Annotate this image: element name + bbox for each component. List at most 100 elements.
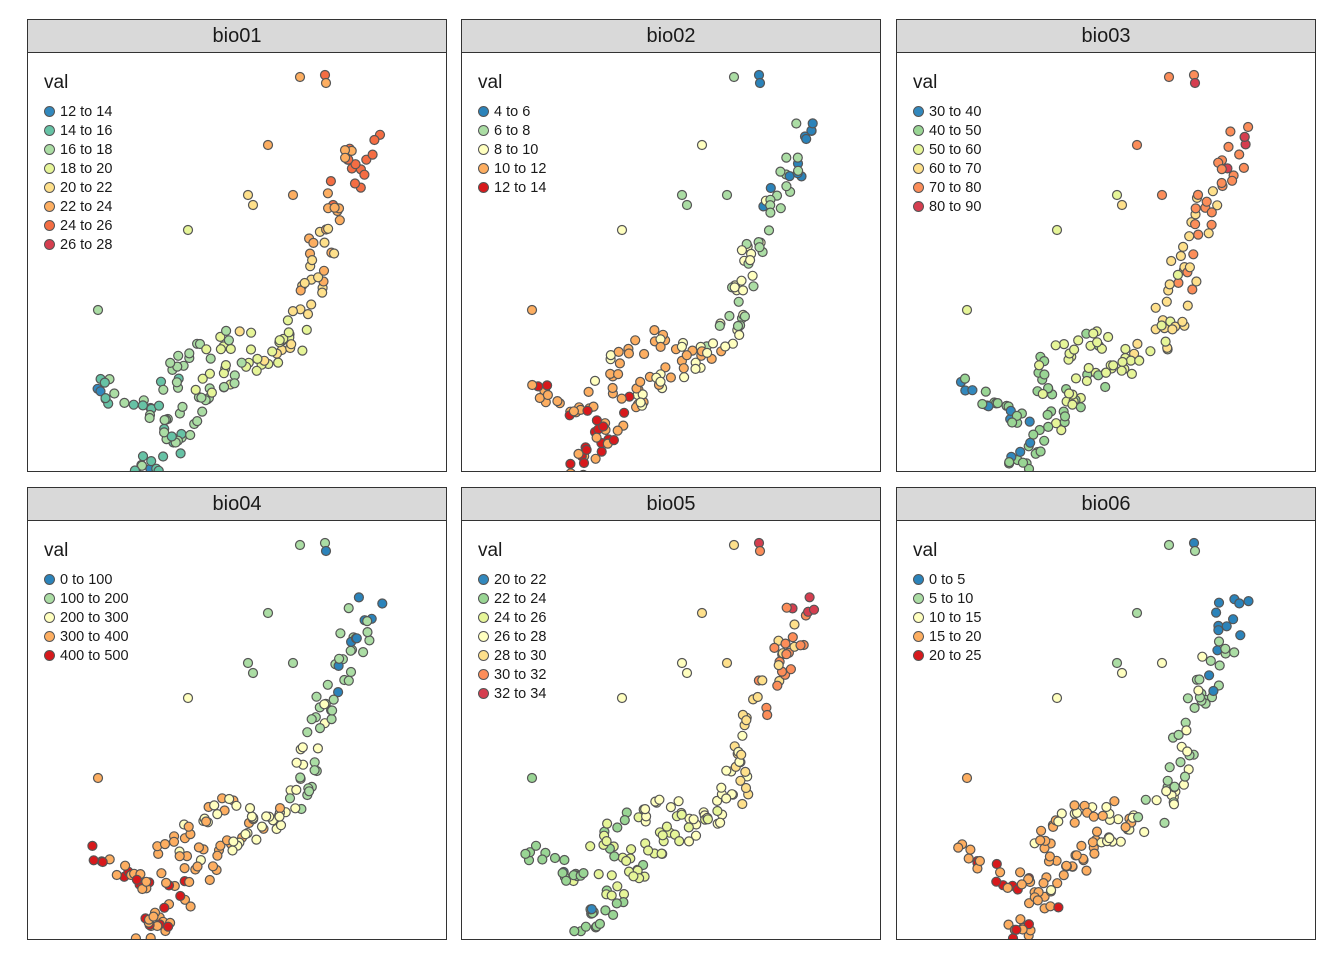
legend-swatch xyxy=(44,144,55,155)
map-point xyxy=(619,407,630,418)
map-point xyxy=(720,341,731,352)
map-point xyxy=(963,853,974,864)
legend-title: val xyxy=(913,540,938,561)
legend-label: 0 to 5 xyxy=(929,571,966,588)
map-point xyxy=(1181,725,1192,736)
legend-label: 24 to 26 xyxy=(60,217,113,234)
map-point xyxy=(1050,340,1061,351)
legend-label: 15 to 20 xyxy=(929,628,982,645)
map-point xyxy=(109,388,120,399)
map-point xyxy=(1150,302,1161,313)
legend-swatch xyxy=(913,650,924,661)
map-point xyxy=(591,415,602,426)
map-point xyxy=(128,399,139,410)
map-point xyxy=(145,932,156,939)
map-point xyxy=(165,357,176,368)
map-point xyxy=(1039,369,1050,380)
map-point xyxy=(594,918,605,929)
map-point xyxy=(1190,203,1201,214)
map-point xyxy=(1189,545,1201,557)
map-point xyxy=(246,811,257,822)
legend-item: 0 to 5 xyxy=(913,570,981,589)
map-point xyxy=(676,657,688,669)
map-point xyxy=(673,796,684,807)
map-point xyxy=(306,714,317,725)
legend-swatch xyxy=(44,201,55,212)
map-point xyxy=(807,118,818,129)
map-point xyxy=(676,809,687,820)
legend-swatch xyxy=(478,182,489,193)
legend-swatch xyxy=(913,593,924,604)
legend-item: 30 to 32 xyxy=(478,665,546,684)
legend-label: 24 to 26 xyxy=(494,609,547,626)
panel-bio05: bio05 val 20 to 22 22 to 24 24 to 26 26 to … xyxy=(461,487,881,940)
map-point xyxy=(977,398,988,410)
map-point xyxy=(623,348,634,359)
map-point xyxy=(171,377,182,388)
map-point xyxy=(1117,356,1128,368)
legend-item: 32 to 34 xyxy=(478,684,546,703)
map-point xyxy=(781,602,792,613)
map-point xyxy=(1238,162,1249,174)
map-point xyxy=(773,660,784,671)
map-point xyxy=(527,379,538,391)
legend-label: 20 to 22 xyxy=(60,179,113,196)
map-point xyxy=(729,282,740,293)
map-point xyxy=(775,166,786,177)
map-point xyxy=(177,401,188,412)
map-point xyxy=(586,904,597,915)
map-point xyxy=(1164,279,1175,290)
map-point xyxy=(319,237,330,248)
legend-item: 12 to 14 xyxy=(478,178,546,197)
map-point xyxy=(314,723,326,734)
map-point xyxy=(581,444,592,455)
map-point xyxy=(153,465,164,471)
map-point xyxy=(299,277,310,289)
map-point xyxy=(1070,373,1082,384)
map-point xyxy=(1184,231,1195,242)
map-point xyxy=(657,830,668,841)
map-point xyxy=(1088,811,1099,822)
map-point xyxy=(569,926,580,937)
map-point xyxy=(580,921,592,932)
legend-title: val xyxy=(478,540,503,561)
map-point xyxy=(1069,817,1080,828)
map-point xyxy=(1039,435,1050,446)
legend-item: 22 to 24 xyxy=(44,197,112,216)
map-point xyxy=(965,844,976,855)
map-point xyxy=(565,458,576,469)
map-point xyxy=(959,373,971,384)
map-point xyxy=(274,335,285,346)
map-point xyxy=(343,675,354,686)
map-point xyxy=(328,694,339,705)
legend-swatch xyxy=(44,182,55,193)
map-point xyxy=(1034,360,1045,371)
legend-label: 80 to 90 xyxy=(929,198,982,215)
map-point xyxy=(1243,121,1254,133)
map-point xyxy=(1193,229,1204,240)
map-point xyxy=(526,304,538,316)
map-point xyxy=(804,592,815,603)
map-point xyxy=(1184,262,1195,273)
map-point xyxy=(1188,249,1199,260)
map-point xyxy=(781,181,792,192)
map-point xyxy=(302,309,314,320)
map-point xyxy=(231,800,242,811)
map-point xyxy=(1187,284,1198,295)
map-point xyxy=(573,448,584,459)
map-point xyxy=(1169,781,1180,792)
map-point xyxy=(578,868,589,879)
point-map xyxy=(526,69,818,471)
map-point xyxy=(737,285,749,296)
map-point xyxy=(99,377,110,388)
legend-label: 26 to 28 xyxy=(494,628,547,645)
map-point xyxy=(791,118,802,129)
map-point xyxy=(712,805,723,817)
map-point xyxy=(221,325,232,336)
map-point xyxy=(274,811,285,822)
map-point xyxy=(748,281,759,292)
map-point xyxy=(309,765,320,776)
map-point xyxy=(304,786,315,797)
map-point xyxy=(733,296,744,307)
map-point xyxy=(1014,867,1026,878)
